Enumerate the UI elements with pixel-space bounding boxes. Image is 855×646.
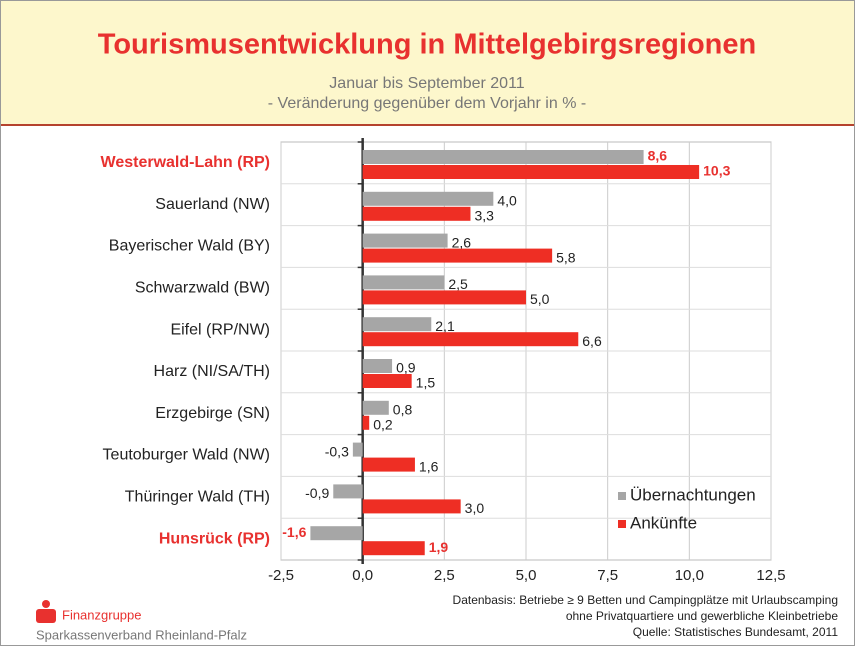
bar — [362, 359, 393, 373]
x-tick-label: -2,5 — [268, 567, 294, 584]
x-tick-label: 5,0 — [516, 567, 537, 584]
legend-label: Übernachtungen — [630, 485, 756, 504]
bar — [362, 499, 461, 514]
value-label: 2,6 — [452, 234, 472, 250]
value-label: 3,3 — [474, 208, 494, 224]
value-label: 5,0 — [530, 291, 550, 307]
bar — [362, 541, 425, 556]
category-label: Erzgebirge (SN) — [155, 405, 270, 422]
value-label: -0,9 — [305, 485, 329, 501]
category-label: Harz (NI/SA/TH) — [154, 363, 270, 380]
legend-swatch — [618, 492, 626, 500]
value-label: 3,0 — [465, 500, 485, 516]
bar — [362, 415, 370, 430]
value-label: 5,8 — [556, 249, 576, 265]
logo-body — [36, 609, 56, 623]
bar — [362, 400, 389, 415]
logo-dot — [42, 600, 50, 608]
bar — [362, 275, 445, 290]
bar — [362, 206, 471, 221]
x-tick-label: 0,0 — [352, 567, 373, 584]
category-label: Schwarzwald (BW) — [135, 280, 270, 297]
bar — [362, 317, 432, 332]
bar — [352, 442, 363, 457]
value-label: 0,8 — [393, 402, 413, 418]
bar — [362, 290, 526, 305]
value-label: 2,5 — [448, 276, 468, 292]
bar — [310, 526, 363, 541]
legend-swatch — [618, 520, 626, 528]
bar — [362, 165, 700, 179]
x-tick-label: 7,5 — [597, 567, 618, 584]
category-label: Hunsrück (RP) — [159, 530, 270, 547]
category-label: Teutoburger Wald (NW) — [103, 447, 270, 464]
header — [1, 1, 854, 125]
value-label: 1,9 — [429, 539, 449, 555]
category-label: Bayerischer Wald (BY) — [109, 238, 270, 255]
legend-label: Ankünfte — [630, 513, 697, 532]
bar — [362, 191, 494, 206]
logo-brand: Finanzgruppe — [62, 607, 142, 622]
bar — [362, 233, 448, 248]
value-label: 6,6 — [582, 333, 602, 349]
bar — [362, 374, 412, 388]
bar — [333, 484, 363, 499]
source-note: ohne Privatquartiere und gewerbliche Kle… — [566, 609, 839, 623]
bar — [362, 248, 553, 263]
value-label: 2,1 — [435, 318, 455, 334]
value-label: 10,3 — [703, 163, 730, 179]
subtitle: - Veränderung gegenüber dem Vorjahr in %… — [268, 95, 586, 112]
value-label: 1,6 — [419, 458, 439, 474]
source-note: Quelle: Statistisches Bundesamt, 2011 — [633, 625, 839, 639]
value-label: 0,9 — [396, 360, 416, 376]
category-label: Eifel (RP/NW) — [170, 321, 270, 338]
logo — [36, 600, 56, 623]
value-label: 1,5 — [416, 375, 436, 391]
category-label: Westerwald-Lahn (RP) — [101, 154, 271, 171]
value-label: 0,2 — [373, 417, 393, 433]
bar — [362, 332, 579, 347]
logo-org: Sparkassenverband Rheinland-Pfalz — [36, 627, 247, 642]
chart-title: Tourismusentwicklung in Mittelgebirgsreg… — [98, 29, 756, 61]
source-note: Datenbasis: Betriebe ≥ 9 Betten und Camp… — [453, 593, 838, 607]
bar — [362, 150, 644, 164]
bar — [362, 457, 415, 472]
x-tick-label: 10,0 — [675, 567, 704, 584]
value-label: 8,6 — [648, 148, 668, 164]
subtitle: Januar bis September 2011 — [329, 75, 524, 92]
x-tick-label: 2,5 — [434, 567, 455, 584]
value-label: -0,3 — [325, 443, 349, 459]
x-tick-label: 12,5 — [756, 567, 785, 584]
value-label: -1,6 — [282, 524, 306, 540]
category-label: Sauerland (NW) — [155, 196, 270, 213]
value-label: 4,0 — [497, 193, 517, 209]
category-label: Thüringer Wald (TH) — [125, 489, 270, 506]
